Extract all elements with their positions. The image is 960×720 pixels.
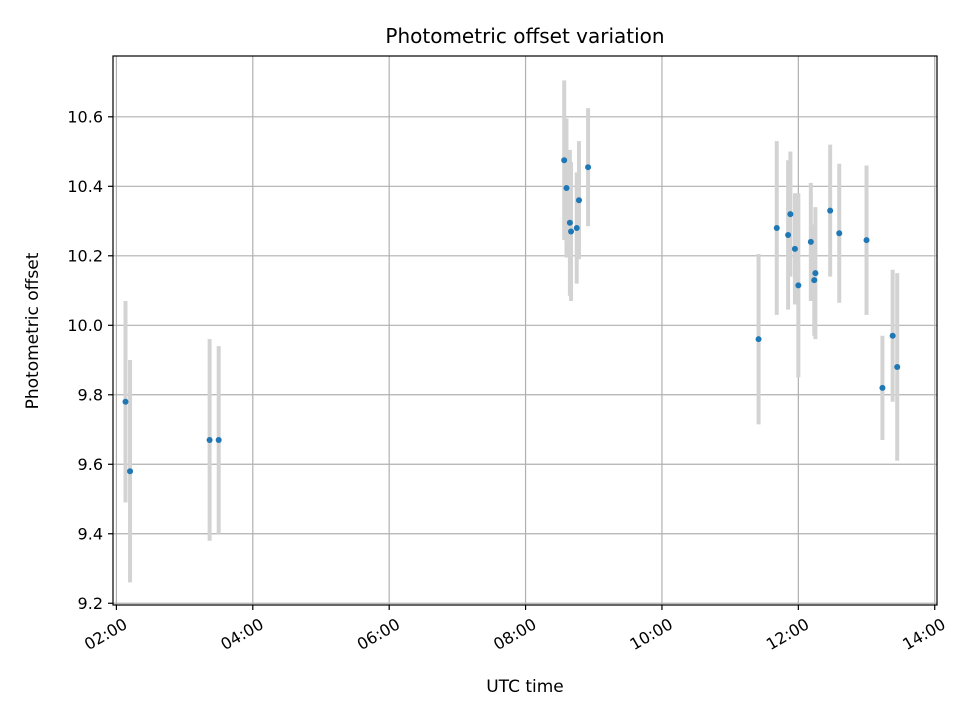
data-point <box>811 277 818 284</box>
data-point <box>791 245 798 252</box>
y-axis-title: Photometric offset <box>23 252 43 409</box>
data-point <box>561 157 568 164</box>
y-ticks: 9.2 9.4 9.6 9.8 10.0 10.2 10.4 10.6 <box>67 107 113 613</box>
data-point <box>568 228 575 235</box>
data-point <box>889 332 896 339</box>
data-point <box>894 363 901 370</box>
y-tick-label: 10.2 <box>67 246 103 265</box>
data-point <box>863 237 870 244</box>
data-point <box>575 197 582 204</box>
y-tick-label: 9.8 <box>78 385 103 404</box>
y-tick-label: 9.4 <box>78 524 103 543</box>
y-tick-label: 10.0 <box>67 316 103 335</box>
data-points <box>122 157 901 475</box>
y-tick-label: 10.6 <box>67 107 103 126</box>
data-point <box>787 211 794 218</box>
data-point <box>879 384 886 391</box>
y-tick-label: 9.2 <box>78 594 103 613</box>
data-point <box>566 219 573 226</box>
data-point <box>585 164 592 171</box>
data-point <box>812 270 819 277</box>
data-point <box>206 436 213 443</box>
data-point <box>807 238 814 245</box>
y-tick-label: 10.4 <box>67 177 103 196</box>
chart-title: Photometric offset variation <box>385 24 664 48</box>
data-point <box>755 336 762 343</box>
data-point <box>827 207 834 214</box>
data-point <box>836 230 843 237</box>
data-point <box>215 436 222 443</box>
data-point <box>122 398 129 405</box>
data-point <box>563 185 570 192</box>
x-axis-title: UTC time <box>486 677 564 697</box>
data-point <box>573 224 580 231</box>
y-tick-label: 9.6 <box>78 455 103 474</box>
data-point <box>127 468 134 475</box>
data-point <box>785 231 792 238</box>
data-point <box>795 282 802 289</box>
data-point <box>773 224 780 231</box>
